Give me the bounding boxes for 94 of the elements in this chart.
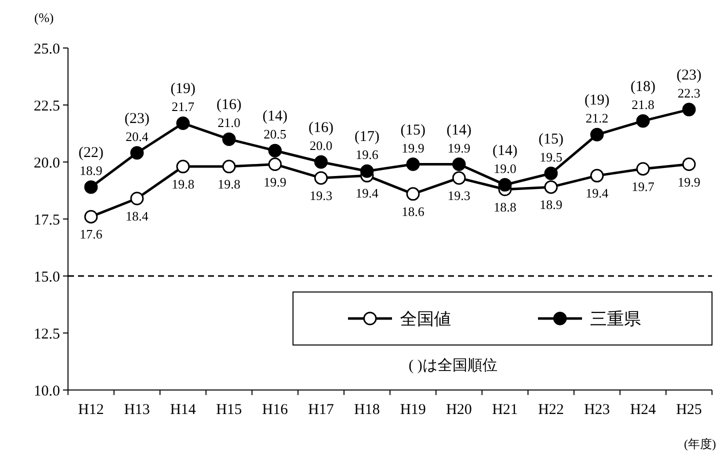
- point: [590, 168, 604, 182]
- point: [452, 158, 466, 172]
- data-label: 19.8: [218, 176, 240, 192]
- x-tick-label: H17: [308, 402, 334, 418]
- annotation: (15): [538, 131, 564, 148]
- y-tick-label: 10.0: [34, 383, 60, 400]
- point: [498, 178, 512, 192]
- point: [268, 158, 282, 172]
- annotation: (16): [308, 120, 334, 136]
- annotation: (23): [124, 110, 150, 127]
- y-tick-label: 17.5: [34, 212, 60, 228]
- data-label: 19.6: [356, 147, 379, 162]
- data-label: 20.5: [264, 126, 286, 142]
- point: [176, 160, 190, 174]
- data-label: 22.3: [678, 86, 700, 101]
- point: [84, 180, 98, 194]
- annotation: (22): [78, 145, 104, 162]
- x-tick-label: H25: [676, 402, 702, 418]
- x-tick-label: H13: [124, 402, 150, 418]
- x-tick-label: H14: [170, 402, 196, 418]
- annotation: (15): [400, 122, 426, 138]
- point: [130, 192, 144, 206]
- annotation: ( )は全国順位: [408, 357, 498, 374]
- x-tick-label: H18: [354, 402, 380, 418]
- data-label: 19.0: [494, 160, 516, 176]
- annotation: (16): [216, 97, 242, 114]
- x-axis-title: (年度): [684, 437, 716, 451]
- x-tick-label: H12: [78, 402, 104, 418]
- data-label: 18.9: [80, 163, 102, 178]
- y-axis-title: (%): [34, 10, 54, 25]
- point: [222, 160, 236, 174]
- annotation: (14): [262, 108, 288, 125]
- data-label: 19.5: [540, 149, 562, 164]
- data-label: 21.8: [632, 96, 654, 112]
- x-tick-label: H21: [492, 402, 518, 418]
- legend-label: 三重県: [590, 309, 641, 328]
- point: [682, 158, 696, 172]
- point: [314, 155, 328, 169]
- data-label: 19.9: [448, 140, 470, 156]
- annotation: (19): [584, 92, 610, 109]
- point: [406, 187, 420, 201]
- annotation: (19): [170, 81, 196, 98]
- point: [544, 180, 558, 194]
- data-label: 18.9: [540, 197, 562, 212]
- y-tick-label: 22.5: [34, 98, 60, 114]
- annotation: (17): [354, 129, 380, 146]
- data-label: 21.0: [218, 115, 240, 130]
- data-label: 17.6: [80, 226, 103, 242]
- point: [314, 171, 328, 185]
- data-label: 21.7: [172, 99, 195, 114]
- annotation: (23): [676, 68, 702, 84]
- y-tick-label: 15.0: [34, 269, 60, 286]
- data-label: 18.8: [494, 199, 516, 214]
- point: [682, 102, 696, 116]
- x-tick-label: H22: [538, 402, 564, 418]
- annotation: (14): [492, 142, 518, 159]
- data-label: 19.8: [172, 176, 194, 192]
- data-label: 19.9: [402, 140, 424, 156]
- data-label: 19.7: [632, 178, 655, 194]
- legend-label: 全国値: [400, 309, 451, 328]
- data-label: 19.4: [586, 186, 609, 201]
- point: [544, 166, 558, 180]
- point: [222, 132, 236, 146]
- data-label: 19.3: [448, 188, 470, 203]
- data-label: 19.4: [356, 186, 379, 201]
- point: [636, 114, 650, 128]
- point: [84, 210, 98, 224]
- y-tick-label: 25.0: [34, 41, 60, 58]
- data-label: 21.2: [586, 110, 608, 126]
- data-label: 18.4: [126, 208, 149, 224]
- x-tick-label: H23: [584, 402, 610, 418]
- point: [406, 158, 420, 172]
- x-tick-label: H15: [216, 402, 242, 418]
- point: [176, 116, 190, 130]
- x-tick-label: H20: [446, 402, 472, 418]
- point: [452, 171, 466, 185]
- data-label: 18.6: [402, 204, 425, 219]
- annotation: (14): [446, 122, 472, 138]
- data-label: 20.0: [310, 138, 332, 153]
- annotation: (18): [630, 78, 656, 95]
- point: [636, 162, 650, 176]
- x-tick-label: H19: [400, 402, 426, 418]
- data-label: 19.3: [310, 188, 332, 203]
- y-tick-label: 20.0: [34, 155, 60, 172]
- y-tick-label: 12.5: [34, 326, 60, 342]
- point: [130, 146, 144, 160]
- data-label: 19.9: [678, 174, 700, 190]
- x-tick-label: H16: [262, 402, 288, 418]
- point: [268, 144, 282, 158]
- data-label: 20.4: [126, 128, 149, 144]
- point: [360, 164, 374, 178]
- x-tick-label: H24: [630, 402, 656, 418]
- point: [590, 128, 604, 142]
- data-label: 19.9: [264, 174, 286, 190]
